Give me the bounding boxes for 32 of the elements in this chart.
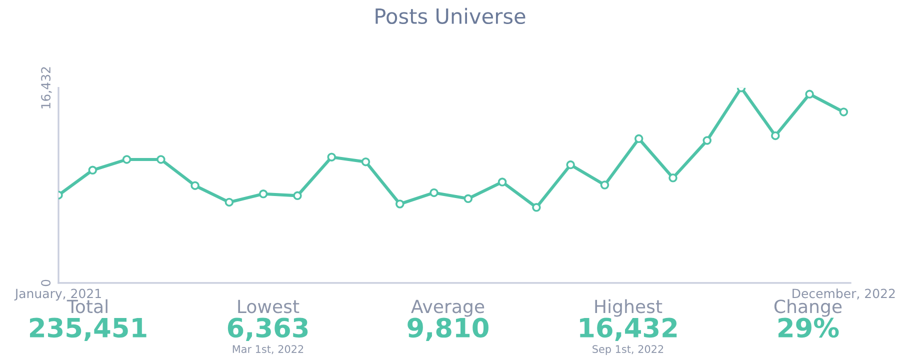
point bbox=[805, 90, 814, 99]
point bbox=[532, 203, 541, 212]
point bbox=[634, 134, 644, 144]
point bbox=[122, 155, 132, 164]
x-tick-label: December, 2022 bbox=[792, 288, 895, 300]
point bbox=[430, 188, 438, 198]
point bbox=[258, 190, 268, 198]
y-tick-label: 16,432 bbox=[41, 67, 52, 108]
point bbox=[327, 152, 336, 162]
point bbox=[464, 194, 473, 204]
point bbox=[600, 180, 610, 190]
point bbox=[668, 173, 678, 182]
point bbox=[566, 160, 575, 170]
point bbox=[702, 136, 712, 145]
text: Average 9,810 bbox=[408, 300, 488, 342]
text: Highest 16,432 Sep 1st, 2022 bbox=[580, 299, 677, 356]
point bbox=[361, 157, 370, 166]
point bbox=[190, 181, 200, 190]
text: Change 29% bbox=[774, 299, 842, 338]
point bbox=[224, 198, 234, 207]
point bbox=[498, 178, 507, 186]
point bbox=[88, 166, 98, 175]
text: Total 235,451 bbox=[30, 299, 146, 342]
y-tick-label: 0 bbox=[41, 280, 51, 286]
x-tick-label: January, 2021 bbox=[14, 288, 101, 301]
point bbox=[839, 108, 848, 116]
point bbox=[771, 131, 780, 140]
point bbox=[293, 191, 302, 200]
point bbox=[396, 200, 404, 208]
text: Lowest 6,363 Mar 1st, 2022 bbox=[228, 300, 308, 354]
point bbox=[156, 155, 166, 164]
chart-title: Posts Universe bbox=[376, 8, 526, 24]
